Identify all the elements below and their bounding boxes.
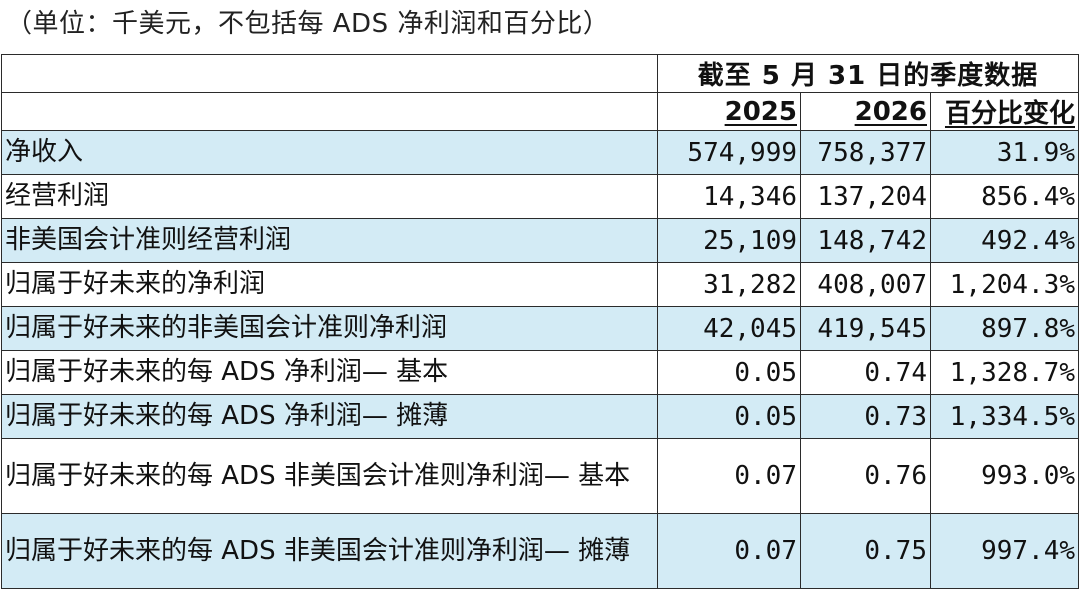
table-row: 归属于好未来的每 ADS 非美国会计准则净利润— 摊薄 0.07 0.75 99… <box>1 513 1079 589</box>
table-row: 归属于好未来的非美国会计准则净利润 42,045 419,545 897.8% <box>1 306 1079 351</box>
financial-summary-table: 截至 5 月 31 日的季度数据 2025 2026 百分比变化 净收入 574… <box>1 54 1079 589</box>
unit-note: （单位：千美元，不包括每 ADS 净利润和百分比） <box>6 9 610 39</box>
percent-change: 1,204.3% <box>930 262 1079 307</box>
value-2025: 574,999 <box>657 130 801 175</box>
value-2025: 25,109 <box>657 218 801 263</box>
period-header: 截至 5 月 31 日的季度数据 <box>657 54 1079 93</box>
table-row: 净收入 574,999 758,377 31.9% <box>1 130 1079 175</box>
value-2025: 31,282 <box>657 262 801 307</box>
percent-change-header: 百分比变化 <box>930 92 1079 131</box>
value-2026: 137,204 <box>800 174 931 219</box>
header-blank-cell <box>1 92 658 131</box>
header-blank-cell <box>1 54 658 93</box>
value-2025: 0.07 <box>657 513 801 589</box>
percent-change: 856.4% <box>930 174 1079 219</box>
value-2026: 758,377 <box>800 130 931 175</box>
value-2025: 42,045 <box>657 306 801 351</box>
year-2026-label: 2026 <box>854 96 927 127</box>
percent-change-label: 百分比变化 <box>944 99 1075 129</box>
row-label: 归属于好未来的每 ADS 非美国会计准则净利润— 摊薄 <box>1 513 658 589</box>
table-row: 归属于好未来的每 ADS 净利润— 摊薄 0.05 0.73 1,334.5% <box>1 394 1079 439</box>
row-label: 经营利润 <box>1 174 658 219</box>
row-label: 归属于好未来的非美国会计准则净利润 <box>1 306 658 351</box>
value-2026: 0.74 <box>800 350 931 395</box>
year-2025-label: 2025 <box>724 96 797 127</box>
row-label: 归属于好未来的每 ADS 非美国会计准则净利润— 基本 <box>1 438 658 514</box>
row-label: 净收入 <box>1 130 658 175</box>
value-2025: 0.05 <box>657 350 801 395</box>
percent-change: 31.9% <box>930 130 1079 175</box>
year-2025-header: 2025 <box>657 92 801 131</box>
value-2026: 0.73 <box>800 394 931 439</box>
table-row: 归属于好未来的净利润 31,282 408,007 1,204.3% <box>1 262 1079 307</box>
table-row: 经营利润 14,346 137,204 856.4% <box>1 174 1079 219</box>
row-label: 归属于好未来的净利润 <box>1 262 658 307</box>
row-label: 非美国会计准则经营利润 <box>1 218 658 263</box>
header-row-period: 截至 5 月 31 日的季度数据 <box>1 54 1079 93</box>
value-2026: 0.75 <box>800 513 931 589</box>
row-label: 归属于好未来的每 ADS 净利润— 基本 <box>1 350 658 395</box>
value-2025: 0.05 <box>657 394 801 439</box>
value-2026: 408,007 <box>800 262 931 307</box>
percent-change: 492.4% <box>930 218 1079 263</box>
value-2026: 419,545 <box>800 306 931 351</box>
value-2025: 14,346 <box>657 174 801 219</box>
table-row: 归属于好未来的每 ADS 非美国会计准则净利润— 基本 0.07 0.76 99… <box>1 438 1079 514</box>
table-row: 非美国会计准则经营利润 25,109 148,742 492.4% <box>1 218 1079 263</box>
percent-change: 1,334.5% <box>930 394 1079 439</box>
value-2026: 0.76 <box>800 438 931 514</box>
percent-change: 993.0% <box>930 438 1079 514</box>
table-row: 归属于好未来的每 ADS 净利润— 基本 0.05 0.74 1,328.7% <box>1 350 1079 395</box>
year-2026-header: 2026 <box>800 92 931 131</box>
percent-change: 897.8% <box>930 306 1079 351</box>
header-row-years: 2025 2026 百分比变化 <box>1 92 1079 131</box>
value-2025: 0.07 <box>657 438 801 514</box>
row-label: 归属于好未来的每 ADS 净利润— 摊薄 <box>1 394 658 439</box>
value-2026: 148,742 <box>800 218 931 263</box>
percent-change: 1,328.7% <box>930 350 1079 395</box>
percent-change: 997.4% <box>930 513 1079 589</box>
